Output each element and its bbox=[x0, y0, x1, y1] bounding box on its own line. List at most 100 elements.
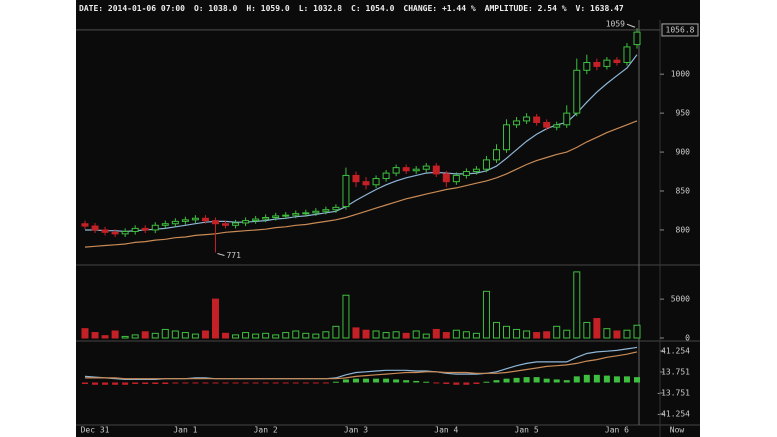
histogram-bar bbox=[634, 377, 640, 383]
histogram-bar bbox=[252, 382, 259, 384]
histogram-bar bbox=[272, 382, 279, 384]
candle-body bbox=[211, 220, 219, 225]
histogram-bar bbox=[453, 382, 460, 385]
volume-bar bbox=[523, 330, 531, 339]
y-tick-label: 1000 bbox=[671, 70, 690, 79]
header: DATE: 2014-01-06 07:00 O: 1038.0 H: 1059.0… bbox=[79, 4, 633, 13]
volume-bar bbox=[111, 330, 119, 339]
volume-bar bbox=[402, 332, 410, 339]
histogram-bar bbox=[152, 382, 159, 384]
candle-body bbox=[201, 217, 209, 222]
histogram-bar bbox=[162, 382, 169, 384]
candle-body bbox=[623, 46, 631, 63]
min-arrow bbox=[217, 253, 225, 257]
histogram-bar bbox=[322, 382, 329, 384]
volume-bar bbox=[121, 335, 129, 339]
histogram-bar bbox=[463, 382, 470, 385]
candle-body bbox=[603, 59, 611, 67]
volume-bar bbox=[432, 328, 440, 339]
histogram-bar bbox=[623, 376, 630, 383]
candle-body bbox=[352, 174, 360, 183]
volume-bar bbox=[472, 332, 480, 339]
histogram-bar bbox=[142, 382, 149, 384]
candle-body bbox=[91, 225, 99, 231]
histogram-bar bbox=[363, 378, 370, 383]
y-tick-label: 0 bbox=[685, 334, 690, 343]
volume-bar bbox=[272, 334, 280, 339]
histogram-bar bbox=[583, 374, 590, 383]
histogram-bar bbox=[403, 380, 410, 383]
y-tick-label: 850 bbox=[676, 187, 691, 196]
histogram-bar bbox=[553, 379, 560, 383]
histogram-bar bbox=[483, 381, 490, 383]
y-tick-label: 5000 bbox=[671, 295, 690, 304]
volume-bar bbox=[211, 298, 219, 339]
volume-bar bbox=[633, 324, 641, 339]
volume-bar bbox=[81, 328, 89, 339]
histogram-bar bbox=[292, 382, 299, 384]
histogram-bar bbox=[282, 382, 289, 384]
candle-body bbox=[432, 165, 440, 175]
indicator-line bbox=[84, 120, 638, 248]
header-item: DATE: 2014-01-06 07:00 bbox=[79, 4, 185, 13]
x-tick-label: Jan 3 bbox=[344, 426, 368, 435]
histogram-bar bbox=[393, 379, 400, 383]
last-price-label: 1056.8 bbox=[666, 25, 695, 34]
candle-body bbox=[382, 172, 390, 180]
volume-bar bbox=[171, 330, 179, 339]
candle-body bbox=[613, 59, 621, 63]
histogram-bar bbox=[443, 382, 450, 384]
chart-background bbox=[76, 0, 700, 437]
x-tick-label: Jan 5 bbox=[515, 426, 539, 435]
candle-body bbox=[412, 168, 420, 172]
y-tick-label: -13.751 bbox=[656, 388, 690, 397]
candle-body bbox=[523, 116, 531, 122]
max-arrow bbox=[626, 23, 636, 28]
histogram-bar bbox=[493, 380, 500, 383]
max-label: 1059 bbox=[606, 20, 625, 29]
volume-bar bbox=[242, 332, 250, 339]
candle-body bbox=[583, 62, 591, 71]
histogram-bar bbox=[423, 381, 430, 383]
candle-body bbox=[593, 62, 601, 67]
histogram-bar bbox=[503, 378, 510, 383]
histogram-bar bbox=[122, 382, 129, 385]
candle-body bbox=[503, 124, 511, 151]
volume-bar bbox=[553, 325, 561, 339]
volume-bar bbox=[252, 333, 260, 339]
volume-bar bbox=[482, 290, 490, 339]
volume-bar bbox=[382, 332, 390, 339]
y-tick-label: 800 bbox=[676, 225, 691, 234]
volume-bar bbox=[543, 331, 551, 339]
histogram-bar bbox=[573, 376, 580, 383]
candle-body bbox=[322, 209, 330, 212]
volume-bar bbox=[232, 334, 240, 339]
y-tick-label: 13.751 bbox=[661, 367, 690, 376]
volume-bar bbox=[392, 331, 400, 339]
histogram-bar bbox=[603, 375, 610, 383]
volume-bar bbox=[342, 294, 350, 339]
histogram-bar bbox=[543, 378, 550, 383]
volume-bar bbox=[101, 335, 109, 339]
histogram-bar bbox=[433, 382, 440, 384]
volume-bar bbox=[513, 328, 521, 339]
histogram-bar bbox=[563, 380, 570, 383]
candle-body bbox=[171, 220, 179, 225]
header-item: O: 1038.0 bbox=[193, 4, 238, 13]
volume-bar bbox=[563, 329, 571, 339]
volume-bar bbox=[201, 330, 209, 339]
candle-body bbox=[462, 171, 470, 176]
header-item: L: 1032.8 bbox=[298, 4, 343, 13]
histogram-bar bbox=[192, 382, 199, 384]
volume-bar bbox=[262, 332, 270, 339]
volume-bar bbox=[613, 330, 621, 339]
candle-body bbox=[392, 167, 400, 174]
histogram-bar bbox=[222, 382, 229, 384]
volume-bar bbox=[503, 325, 511, 339]
y-tick-label: 900 bbox=[676, 148, 691, 157]
histogram-bar bbox=[172, 382, 179, 384]
histogram-bar bbox=[523, 377, 530, 383]
min-label: 771 bbox=[226, 251, 241, 260]
volume-bar bbox=[141, 331, 149, 339]
volume-bar bbox=[593, 318, 601, 339]
